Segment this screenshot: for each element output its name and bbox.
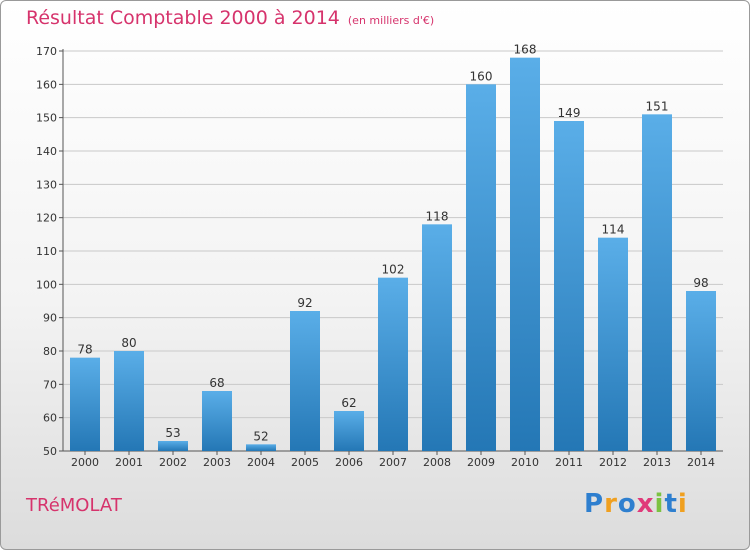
bar: [114, 351, 144, 451]
bar: [422, 224, 452, 451]
x-tick-label: 2005: [291, 456, 319, 469]
x-tick-label: 2008: [423, 456, 451, 469]
bar: [202, 391, 232, 451]
x-tick-label: 2006: [335, 456, 363, 469]
bar: [642, 114, 672, 451]
chart-title: Résultat Comptable 2000 à 2014 (en millie…: [26, 7, 434, 29]
bar: [378, 277, 408, 451]
data-label: 114: [602, 223, 625, 237]
y-tick-label: 110: [36, 245, 57, 258]
bar: [598, 237, 628, 451]
commune-name: TRéMOLAT: [26, 495, 122, 516]
proxiti-logo: Proxiti: [584, 489, 688, 519]
x-tick-label: 2001: [115, 456, 143, 469]
y-tick-label: 100: [36, 278, 57, 291]
data-label: 118: [426, 209, 449, 223]
bar: [686, 291, 716, 451]
logo-letter: i: [654, 489, 665, 519]
data-label: 62: [341, 396, 356, 410]
bar: [510, 57, 540, 452]
x-tick-label: 2007: [379, 456, 407, 469]
logo-letter: i: [677, 489, 688, 519]
logo-letter: t: [664, 489, 678, 519]
data-label: 98: [693, 276, 708, 290]
data-label: 68: [209, 376, 224, 390]
x-tick-label: 2010: [511, 456, 539, 469]
data-label: 80: [121, 336, 136, 350]
bar: [290, 311, 320, 451]
data-label: 149: [558, 106, 581, 120]
chart-unit: (en milliers d'€): [347, 14, 435, 27]
bar: [554, 121, 584, 451]
x-tick-label: 2004: [247, 456, 275, 469]
logo-letter: r: [604, 489, 618, 519]
x-tick-label: 2000: [71, 456, 99, 469]
x-tick-label: 2003: [203, 456, 231, 469]
x-tick-label: 2011: [555, 456, 583, 469]
data-label: 168: [514, 43, 537, 57]
y-tick-label: 160: [36, 78, 57, 91]
data-label: 102: [382, 263, 405, 277]
data-label: 92: [297, 296, 312, 310]
x-tick-label: 2013: [643, 456, 671, 469]
data-label: 160: [470, 69, 493, 83]
bar: [334, 411, 364, 451]
data-label: 53: [165, 426, 180, 440]
y-tick-label: 90: [43, 312, 57, 325]
bar: [158, 441, 188, 451]
bar: [246, 444, 276, 451]
y-tick-label: 60: [43, 412, 57, 425]
y-tick-label: 150: [36, 112, 57, 125]
y-tick-label: 170: [36, 45, 57, 58]
y-tick-label: 140: [36, 145, 57, 158]
data-label: 52: [253, 429, 268, 443]
data-label: 78: [77, 343, 92, 357]
logo-letter: o: [617, 489, 637, 519]
chart-title-text: Résultat Comptable 2000 à 2014: [26, 7, 340, 29]
logo-letter: P: [584, 489, 605, 519]
bar: [466, 84, 496, 451]
bar: [70, 357, 100, 451]
data-label: 151: [646, 99, 669, 113]
x-tick-label: 2009: [467, 456, 495, 469]
y-tick-label: 70: [43, 378, 57, 391]
logo-letter: x: [636, 489, 655, 519]
y-tick-label: 130: [36, 178, 57, 191]
x-tick-label: 2014: [687, 456, 715, 469]
y-tick-label: 120: [36, 212, 57, 225]
y-tick-label: 50: [43, 445, 57, 458]
y-tick-label: 80: [43, 345, 57, 358]
x-tick-label: 2002: [159, 456, 187, 469]
x-tick-label: 2012: [599, 456, 627, 469]
